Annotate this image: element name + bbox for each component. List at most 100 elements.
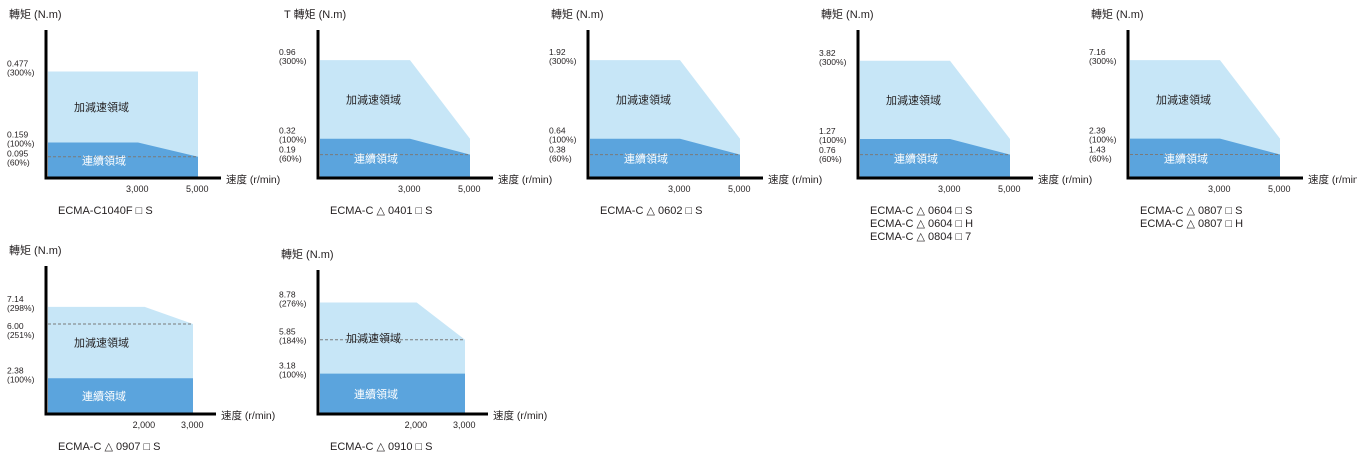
x-tick-label-4-2: 5,000	[998, 184, 1021, 194]
y-tick-pct-7-3: (100%)	[279, 370, 307, 380]
accel-region-label-5: 加減速領域	[1156, 92, 1211, 106]
x-tick-label-3-1: 3,000	[668, 184, 691, 194]
continuous-region-label-1: 連續領域	[82, 153, 126, 167]
y-tick-value-4-3: 0.76	[819, 145, 836, 155]
x-tick-label-4-1: 3,000	[938, 184, 961, 194]
x-axis-label-7: 速度 (r/min)	[493, 409, 547, 422]
x-axis-label-2: 速度 (r/min)	[498, 173, 552, 186]
y-tick-value-1-3: 0.095	[7, 149, 29, 159]
y-tick-pct-7-1: (276%)	[279, 298, 307, 308]
continuous-region-label-3: 連續領域	[624, 151, 668, 165]
continuous-region-4	[860, 139, 1010, 178]
y-tick-value-4-2: 1.27	[819, 126, 836, 136]
model-name-4-1: ECMA-C △ 0604 □ S	[870, 205, 973, 217]
y-tick-value-3-2: 0.64	[549, 126, 566, 136]
continuous-region-label-4: 連續領域	[894, 152, 938, 166]
x-tick-label-7-2: 3,000	[453, 420, 476, 430]
x-tick-label-2-2: 5,000	[458, 184, 481, 194]
y-tick-value-1-2: 0.159	[7, 130, 29, 140]
model-name-5-2: ECMA-C △ 0807 □ H	[1140, 218, 1243, 230]
y-tick-value-7-1: 8.78	[279, 289, 296, 299]
continuous-region-label-5: 連續領域	[1164, 151, 1208, 165]
continuous-region-6	[48, 378, 193, 414]
continuous-region-label-7: 連續領域	[354, 387, 398, 401]
y-tick-pct-6-2: (251%)	[7, 330, 35, 340]
y-tick-pct-7-2: (184%)	[279, 336, 307, 346]
y-tick-pct-1-2: (100%)	[7, 139, 35, 149]
y-axis-label-4: 轉矩 (N.m)	[821, 8, 874, 21]
model-name-3-1: ECMA-C △ 0602 □ S	[600, 205, 703, 217]
y-tick-value-7-2: 5.85	[279, 327, 296, 337]
y-axis-label-5: 轉矩 (N.m)	[1091, 8, 1144, 21]
y-tick-pct-3-3: (60%)	[549, 154, 572, 164]
continuous-region-3	[590, 138, 740, 178]
x-tick-label-6-1: 2,000	[133, 420, 156, 430]
x-tick-label-1-2: 5,000	[186, 184, 209, 194]
y-tick-pct-6-1: (298%)	[7, 303, 35, 313]
accel-region-label-3: 加減速領域	[616, 92, 671, 106]
y-axis-label-6: 轉矩 (N.m)	[9, 244, 62, 257]
accel-region-label-2: 加減速領域	[346, 92, 401, 106]
y-tick-value-5-3: 1.43	[1089, 145, 1106, 155]
accel-region-label-6: 加減速領域	[74, 336, 129, 350]
model-name-7-1: ECMA-C △ 0910 □ S	[330, 441, 433, 453]
y-axis-label-3: 轉矩 (N.m)	[551, 8, 604, 21]
y-tick-value-2-3: 0.19	[279, 145, 296, 155]
continuous-region-1	[48, 142, 198, 178]
accel-region-label-4: 加減速領域	[886, 93, 941, 107]
x-tick-label-5-2: 5,000	[1268, 184, 1291, 194]
y-tick-value-2-2: 0.32	[279, 126, 296, 136]
accel-region-label-1: 加減速領域	[74, 100, 129, 114]
continuous-region-2	[320, 138, 470, 178]
x-tick-label-1-1: 3,000	[126, 184, 149, 194]
x-tick-label-6-2: 3,000	[181, 420, 204, 430]
x-axis-label-3: 速度 (r/min)	[768, 173, 822, 186]
model-name-6-1: ECMA-C △ 0907 □ S	[58, 441, 161, 453]
model-name-5-1: ECMA-C △ 0807 □ S	[1140, 205, 1243, 217]
y-tick-pct-2-1: (300%)	[279, 56, 307, 66]
continuous-region-label-6: 連續領域	[82, 389, 126, 403]
continuous-region-5	[1130, 138, 1280, 178]
y-tick-value-7-3: 3.18	[279, 361, 296, 371]
model-name-1-1: ECMA-C1040F □ S	[58, 205, 153, 217]
y-tick-pct-4-2: (100%)	[819, 135, 847, 145]
y-tick-value-6-3: 2.38	[7, 365, 24, 375]
y-tick-value-2-1: 0.96	[279, 47, 296, 57]
y-tick-value-5-2: 2.39	[1089, 126, 1106, 136]
x-axis-label-5: 速度 (r/min)	[1308, 173, 1357, 186]
y-tick-value-6-1: 7.14	[7, 294, 24, 304]
y-tick-pct-2-2: (100%)	[279, 135, 307, 145]
y-tick-pct-4-1: (300%)	[819, 57, 847, 67]
y-axis-label-2: T 轉矩 (N.m)	[284, 8, 346, 21]
continuous-region-label-2: 連續領域	[354, 151, 398, 165]
y-tick-pct-3-2: (100%)	[549, 135, 577, 145]
y-tick-value-6-2: 6.00	[7, 321, 24, 331]
y-tick-pct-4-3: (60%)	[819, 154, 842, 164]
x-axis-label-4: 速度 (r/min)	[1038, 173, 1092, 186]
y-tick-pct-5-1: (300%)	[1089, 56, 1117, 66]
model-name-4-3: ECMA-C △ 0804 □ 7	[870, 231, 971, 243]
x-tick-label-3-2: 5,000	[728, 184, 751, 194]
y-tick-pct-5-2: (100%)	[1089, 135, 1117, 145]
x-axis-label-1: 速度 (r/min)	[226, 173, 280, 186]
continuous-region-7	[320, 373, 465, 414]
y-tick-pct-1-3: (60%)	[7, 158, 30, 168]
y-tick-value-3-3: 0.38	[549, 145, 566, 155]
model-name-2-1: ECMA-C △ 0401 □ S	[330, 205, 433, 217]
x-tick-label-7-1: 2,000	[405, 420, 428, 430]
y-tick-pct-6-3: (100%)	[7, 374, 35, 384]
y-tick-pct-2-3: (60%)	[279, 154, 302, 164]
y-tick-value-1-1: 0.477	[7, 59, 29, 69]
y-tick-value-4-1: 3.82	[819, 48, 836, 58]
x-tick-label-2-1: 3,000	[398, 184, 421, 194]
y-tick-value-3-1: 1.92	[549, 47, 566, 57]
accel-region-label-7: 加減速領域	[346, 331, 401, 345]
y-axis-label-7: 轉矩 (N.m)	[281, 248, 334, 261]
y-tick-value-5-1: 7.16	[1089, 47, 1106, 57]
x-tick-label-5-1: 3,000	[1208, 184, 1231, 194]
model-name-4-2: ECMA-C △ 0604 □ H	[870, 218, 973, 230]
y-tick-pct-5-3: (60%)	[1089, 154, 1112, 164]
y-axis-label-1: 轉矩 (N.m)	[9, 8, 62, 21]
x-axis-label-6: 速度 (r/min)	[221, 409, 275, 422]
